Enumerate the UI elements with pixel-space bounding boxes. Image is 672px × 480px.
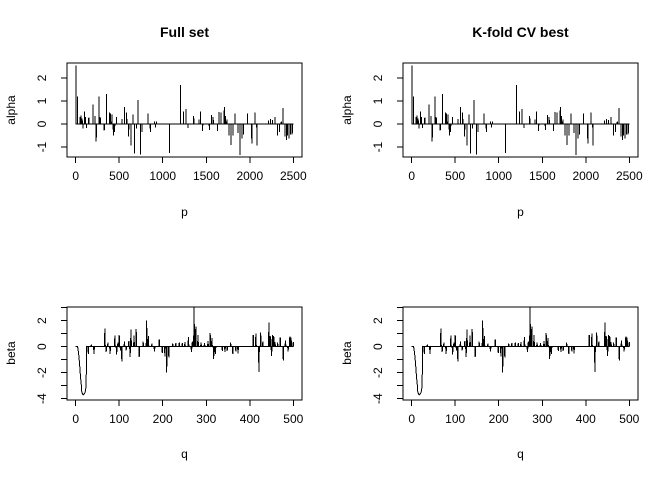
alpha-kfold-plot-canvas: 0 500 1000 1500 2000 2500 -1 0 1 2 — [371, 62, 643, 183]
svg-text:1: 1 — [371, 97, 385, 104]
svg-text:400: 400 — [576, 412, 596, 426]
x-axis-label: q — [517, 447, 524, 461]
svg-text:2500: 2500 — [280, 169, 307, 183]
svg-text:0: 0 — [35, 343, 49, 350]
svg-text:2: 2 — [35, 317, 49, 324]
svg-text:500: 500 — [445, 169, 465, 183]
svg-text:1000: 1000 — [149, 169, 176, 183]
beta-full-set-plot-canvas: 0 100 200 300 400 500 -4 -2 0 2 — [35, 306, 304, 426]
svg-text:100: 100 — [445, 412, 465, 426]
svg-text:1000: 1000 — [485, 169, 512, 183]
svg-text:0: 0 — [408, 412, 415, 426]
plot-title: Full set — [159, 24, 209, 40]
y-axis-label: beta — [4, 341, 18, 365]
panel-kfold-cv-alpha: 0 500 1000 1500 2000 2500 -1 0 1 2 K-fold CV best… — [336, 0, 672, 240]
svg-text:-4: -4 — [35, 393, 49, 404]
x-axis-label: p — [181, 205, 188, 219]
svg-text:300: 300 — [196, 412, 216, 426]
alpha-full-set-plot-canvas: 0 500 1000 1500 2000 2500 -1 0 1 2 — [35, 62, 307, 183]
svg-text:1500: 1500 — [529, 169, 556, 183]
beta-kfold-plot-canvas: 0 100 200 300 400 500 -4 -2 0 2 — [371, 306, 640, 426]
svg-text:0: 0 — [72, 169, 79, 183]
svg-text:-4: -4 — [371, 393, 385, 404]
x-axis-label: p — [517, 205, 524, 219]
svg-text:0: 0 — [371, 343, 385, 350]
svg-text:2500: 2500 — [616, 169, 643, 183]
svg-text:-2: -2 — [371, 367, 385, 378]
svg-text:2: 2 — [35, 74, 49, 81]
svg-text:2000: 2000 — [236, 169, 263, 183]
svg-text:0: 0 — [408, 169, 415, 183]
svg-text:1: 1 — [35, 97, 49, 104]
svg-text:400: 400 — [240, 412, 260, 426]
svg-text:-1: -1 — [35, 141, 49, 152]
svg-text:0: 0 — [35, 120, 49, 127]
svg-text:100: 100 — [109, 412, 129, 426]
x-axis-label: q — [181, 447, 188, 461]
svg-text:300: 300 — [532, 412, 552, 426]
svg-text:2: 2 — [371, 74, 385, 81]
svg-text:0: 0 — [72, 412, 79, 426]
svg-text:0: 0 — [371, 120, 385, 127]
svg-text:2000: 2000 — [572, 169, 599, 183]
y-axis-label: beta — [340, 341, 354, 365]
svg-text:200: 200 — [153, 412, 173, 426]
svg-text:500: 500 — [619, 412, 639, 426]
panel-full-set-alpha: 0 500 1000 1500 2000 2500 -1 0 1 2 Full set alpha… — [0, 0, 336, 240]
panel-full-set-beta: 0 100 200 300 400 500 -4 -2 0 2 beta q — [0, 240, 336, 480]
svg-text:1500: 1500 — [193, 169, 220, 183]
y-axis-label: alpha — [4, 95, 18, 125]
plot-title: K-fold CV best — [472, 24, 569, 40]
y-axis-label: alpha — [340, 95, 354, 125]
svg-text:500: 500 — [283, 412, 303, 426]
svg-text:200: 200 — [489, 412, 509, 426]
panel-kfold-cv-beta: 0 100 200 300 400 500 -4 -2 0 2 beta q — [336, 240, 672, 480]
svg-text:2: 2 — [371, 317, 385, 324]
svg-text:-2: -2 — [35, 367, 49, 378]
svg-text:500: 500 — [109, 169, 129, 183]
svg-text:-1: -1 — [371, 141, 385, 152]
